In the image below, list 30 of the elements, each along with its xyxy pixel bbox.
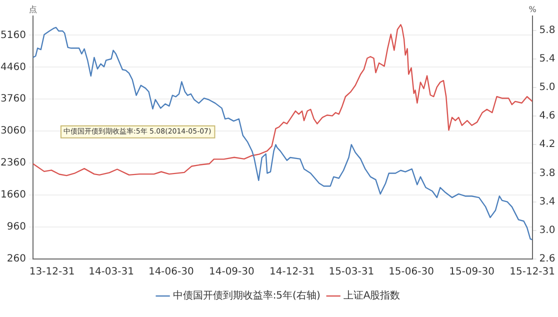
y2-tick-label: 5.0	[539, 82, 556, 94]
legend-label: 中债国开债到期收益率:5年(右轴)	[172, 290, 320, 302]
legend-label: 上证A股指数	[343, 290, 400, 302]
y2-tick-label: 3.0	[539, 225, 556, 236]
y-axis-title: 点	[29, 5, 37, 14]
x-tick-label: 14-03-31	[88, 266, 134, 278]
y-tick-label: 4460	[0, 62, 26, 73]
y-tick-label: 260	[6, 254, 26, 265]
y-tick-label: 960	[6, 222, 26, 233]
y2-tick-label: 3.4	[539, 196, 556, 208]
x-tick-label: 15-12-31	[510, 266, 555, 278]
x-tick-label: 15-06-30	[388, 266, 434, 278]
y2-tick-label: 5.8	[539, 24, 556, 36]
x-tick-label: 14-12-31	[269, 266, 315, 278]
y2-axis-title: %	[528, 5, 537, 14]
y-tick-label: 5160	[0, 30, 26, 41]
y-tick-label: 2360	[0, 158, 26, 169]
y2-tick-label: 4.2	[539, 139, 556, 150]
x-tick-label: 14-06-30	[148, 266, 194, 278]
y-tick-label: 3760	[0, 94, 26, 105]
y2-tick-label: 3.8	[539, 168, 556, 179]
y-tick-label: 3060	[0, 126, 26, 137]
y2-tick-label: 5.4	[539, 53, 556, 64]
x-tick-label: 15-03-31	[328, 266, 374, 278]
x-tick-label: 13-12-31	[29, 266, 75, 278]
y2-tick-label: 4.6	[539, 110, 556, 122]
x-tick-label: 14-09-30	[208, 266, 254, 278]
x-tick-label: 15-09-30	[449, 266, 494, 278]
y-tick-label: 1660	[0, 190, 26, 201]
y2-tick-label: 2.6	[539, 254, 556, 265]
